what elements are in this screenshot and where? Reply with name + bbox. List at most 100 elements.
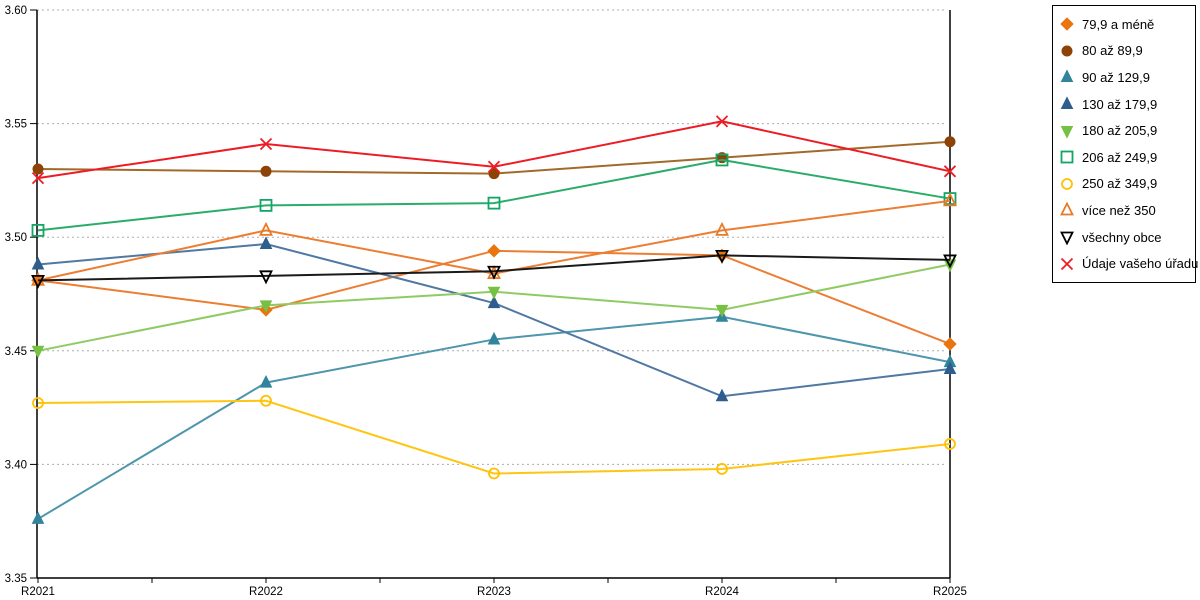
legend-item-2: 90 až 129,9 bbox=[1059, 64, 1193, 91]
x-marker bbox=[487, 160, 501, 173]
triangle-down-marker bbox=[715, 249, 729, 264]
diamond-marker bbox=[943, 337, 957, 351]
y-axis-label: 3.40 bbox=[5, 459, 27, 471]
x-marker bbox=[715, 115, 729, 128]
square-marker bbox=[1060, 150, 1074, 164]
series-line bbox=[37, 158, 951, 232]
triangle-down-marker bbox=[31, 345, 45, 359]
circle-marker bbox=[260, 165, 272, 177]
legend-item-6: 250 až 349,9 bbox=[1059, 171, 1193, 198]
triangle-up-legend-icon bbox=[1060, 202, 1074, 216]
x-legend-icon bbox=[1060, 257, 1074, 270]
square-marker bbox=[31, 223, 45, 237]
triangle-up-marker bbox=[259, 236, 273, 250]
legend-label: více než 350 bbox=[1082, 202, 1156, 218]
triangle-up-marker bbox=[487, 295, 501, 309]
y-axis-label: 3.60 bbox=[5, 5, 27, 17]
legend-label: 130 až 179,9 bbox=[1082, 96, 1158, 112]
series-6 bbox=[32, 394, 956, 480]
legend-item-7: více než 350 bbox=[1059, 197, 1193, 224]
legend-item-4: 180 až 205,9 bbox=[1059, 117, 1193, 144]
circle-marker bbox=[260, 394, 272, 407]
legend-item-5: 206 až 249,9 bbox=[1059, 144, 1193, 171]
circle-marker bbox=[488, 467, 500, 480]
square-marker bbox=[715, 153, 729, 167]
triangle-up-marker bbox=[259, 374, 273, 388]
legend-label: 80 až 89,9 bbox=[1082, 43, 1143, 59]
legend-label: 206 až 249,9 bbox=[1082, 149, 1158, 165]
triangle-up-marker bbox=[1060, 96, 1074, 110]
circle-legend-icon bbox=[1061, 177, 1073, 190]
triangle-down-marker bbox=[259, 300, 273, 313]
legend-item-9: Údaje vašeho úřadu bbox=[1059, 250, 1198, 277]
triangle-down-legend-icon bbox=[1060, 231, 1074, 246]
circle-marker bbox=[716, 463, 728, 475]
triangle-up-marker bbox=[715, 388, 729, 402]
legend-label: všechny obce bbox=[1082, 229, 1162, 245]
triangle-up-legend-icon bbox=[1060, 69, 1074, 83]
x-marker bbox=[1060, 257, 1074, 270]
triangle-down-marker bbox=[943, 254, 957, 269]
triangle-up-marker bbox=[1060, 202, 1074, 216]
legend-item-3: 130 až 179,9 bbox=[1059, 91, 1193, 118]
diamond-marker bbox=[1060, 17, 1074, 32]
legend-label: 180 až 205,9 bbox=[1082, 123, 1158, 139]
triangle-up-legend-icon bbox=[1060, 96, 1074, 110]
y-axis-label: 3.50 bbox=[5, 232, 27, 244]
chart-legend: 79,9 a méně 80 až 89,9 90 až 129,9 130 až 1… bbox=[1052, 5, 1198, 283]
series-9 bbox=[31, 115, 957, 185]
circle-legend-icon bbox=[1061, 45, 1073, 57]
x-axis-label: R2025 bbox=[933, 586, 967, 598]
triangle-down-marker bbox=[259, 270, 273, 285]
triangle-up-marker bbox=[259, 221, 273, 236]
circle-marker bbox=[32, 397, 44, 409]
series-3 bbox=[31, 236, 957, 402]
y-axis-label: 3.55 bbox=[5, 119, 27, 131]
circle-marker bbox=[944, 438, 956, 450]
x-axis-label: R2022 bbox=[249, 586, 283, 598]
x-marker bbox=[31, 171, 45, 185]
triangle-up-marker bbox=[487, 331, 501, 345]
triangle-down-marker bbox=[715, 304, 729, 318]
triangle-down-marker bbox=[1060, 231, 1074, 246]
series-2 bbox=[31, 309, 957, 524]
triangle-up-marker bbox=[715, 221, 729, 236]
y-axis-label: 3.35 bbox=[5, 573, 27, 585]
x-axis-label: R2024 bbox=[705, 586, 739, 598]
circle-marker bbox=[488, 168, 500, 180]
series-line bbox=[37, 199, 951, 282]
series-line bbox=[37, 315, 951, 520]
series-line bbox=[37, 254, 951, 282]
triangle-down-marker bbox=[31, 274, 45, 289]
triangle-up-marker bbox=[31, 256, 45, 270]
x-axis-label: R2021 bbox=[21, 586, 55, 598]
legend-label: Údaje vašeho úřadu bbox=[1082, 256, 1199, 272]
series-line bbox=[37, 399, 951, 475]
triangle-up-marker bbox=[943, 361, 957, 374]
series-5 bbox=[31, 153, 957, 237]
legend-item-8: všechny obce bbox=[1059, 224, 1193, 251]
legend-item-1: 80 až 89,9 bbox=[1059, 38, 1193, 65]
y-axis-label: 3.45 bbox=[5, 346, 27, 358]
diamond-legend-icon bbox=[1060, 17, 1074, 32]
triangle-up-marker bbox=[943, 192, 957, 207]
circle-marker bbox=[1061, 177, 1073, 190]
square-marker bbox=[487, 196, 501, 210]
triangle-up-marker bbox=[31, 511, 45, 524]
legend-label: 90 až 129,9 bbox=[1082, 69, 1150, 85]
legend-label: 79,9 a méně bbox=[1082, 16, 1155, 32]
legend-item-0: 79,9 a méně bbox=[1059, 11, 1193, 38]
legend-label: 250 až 349,9 bbox=[1082, 176, 1158, 192]
triangle-down-marker bbox=[1060, 125, 1074, 139]
square-marker bbox=[259, 198, 273, 212]
x-marker bbox=[943, 165, 957, 178]
x-axis-label: R2023 bbox=[477, 586, 511, 598]
triangle-down-marker bbox=[487, 286, 501, 300]
diamond-marker bbox=[487, 244, 501, 258]
triangle-up-marker bbox=[1060, 69, 1074, 83]
triangle-down-marker bbox=[487, 265, 501, 280]
square-legend-icon bbox=[1060, 150, 1074, 164]
circle-marker bbox=[944, 136, 956, 148]
